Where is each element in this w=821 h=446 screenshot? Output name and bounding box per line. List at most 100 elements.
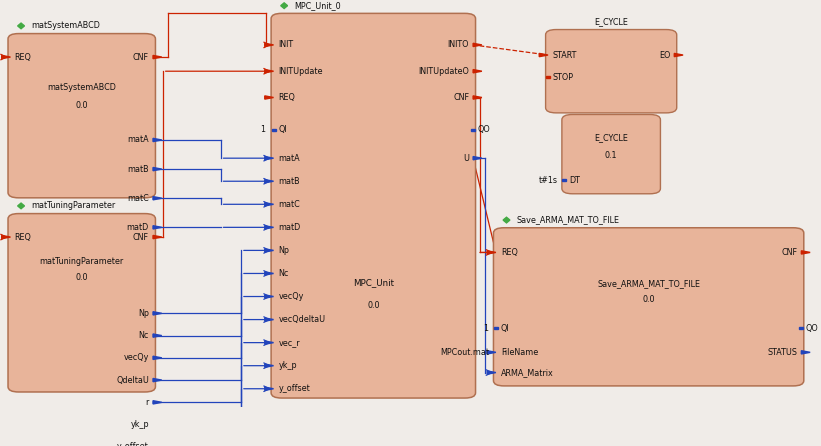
Polygon shape [264,202,273,206]
Bar [272,129,276,131]
Text: matSystemABCD: matSystemABCD [31,21,99,30]
Text: 1: 1 [260,125,265,134]
Polygon shape [264,226,273,229]
Text: QO: QO [805,323,819,333]
Text: 0.0: 0.0 [76,101,88,110]
Text: MPCout.mat: MPCout.mat [440,348,489,357]
FancyBboxPatch shape [562,115,660,194]
Text: yk_p: yk_p [131,420,149,429]
Polygon shape [153,138,162,142]
Bar [546,76,550,78]
Polygon shape [801,351,810,354]
Polygon shape [487,371,496,374]
Text: matD: matD [278,223,300,232]
Text: yk_p: yk_p [278,361,297,370]
Text: matSystemABCD: matSystemABCD [48,83,117,92]
Polygon shape [153,401,162,404]
Text: matA: matA [127,136,149,145]
Text: 0.0: 0.0 [367,301,379,310]
Text: Np: Np [138,309,149,318]
Text: matA: matA [278,154,300,163]
Text: INITUpdateO: INITUpdateO [418,67,469,76]
Text: MPC_Unit_0: MPC_Unit_0 [294,1,341,10]
Bar [562,179,566,182]
Text: INITUpdate: INITUpdate [278,67,323,76]
Text: MPC_Unit: MPC_Unit [353,278,394,287]
Polygon shape [153,55,162,59]
Polygon shape [17,203,25,209]
Text: 0.0: 0.0 [642,295,655,304]
Polygon shape [281,3,287,8]
Text: 0.1: 0.1 [605,151,617,160]
Polygon shape [2,235,11,239]
Text: t#1s: t#1s [539,176,557,185]
FancyBboxPatch shape [8,33,155,198]
Text: REQ: REQ [501,248,518,257]
Text: CNF: CNF [133,53,149,62]
Text: QI: QI [501,323,509,333]
Text: INIT: INIT [278,41,294,50]
Polygon shape [264,387,273,390]
Polygon shape [801,251,810,254]
Polygon shape [473,157,482,160]
Polygon shape [264,318,273,321]
Polygon shape [264,157,273,160]
Polygon shape [153,379,162,382]
Polygon shape [473,70,482,73]
Text: E_CYCLE: E_CYCLE [594,17,628,26]
Polygon shape [674,54,683,57]
Polygon shape [153,445,162,446]
Text: vec_r: vec_r [278,338,300,347]
Bar [494,327,498,329]
Text: E_CYCLE: E_CYCLE [594,133,628,142]
Text: matB: matB [127,165,149,173]
Polygon shape [2,55,11,59]
Text: REQ: REQ [278,93,296,102]
Polygon shape [487,251,496,254]
Polygon shape [153,334,162,337]
Polygon shape [17,23,25,29]
Polygon shape [153,167,162,171]
Polygon shape [264,341,273,344]
Text: vecQy: vecQy [278,292,304,301]
Polygon shape [264,272,273,275]
FancyBboxPatch shape [271,13,475,398]
Text: Nc: Nc [139,331,149,340]
FancyBboxPatch shape [8,214,155,392]
Text: y_offset: y_offset [117,442,149,446]
Polygon shape [153,226,162,229]
Bar [800,327,804,329]
Text: matC: matC [127,194,149,203]
Polygon shape [487,351,496,354]
Polygon shape [503,217,510,223]
FancyBboxPatch shape [493,228,804,386]
Text: INITO: INITO [447,41,469,50]
Text: START: START [553,50,577,59]
FancyBboxPatch shape [546,29,677,113]
Polygon shape [153,312,162,315]
Polygon shape [153,356,162,359]
Polygon shape [153,423,162,426]
Polygon shape [473,96,482,99]
Text: 0.0: 0.0 [76,273,88,282]
Text: Nc: Nc [278,269,289,278]
Text: vecQdeltaU: vecQdeltaU [278,315,326,324]
Text: FileName: FileName [501,348,538,357]
Text: DT: DT [569,176,580,185]
Text: QO: QO [477,125,490,134]
Polygon shape [264,295,273,298]
Text: U: U [463,154,469,163]
Polygon shape [264,249,273,252]
Text: CNF: CNF [782,248,797,257]
Text: Save_ARMA_MAT_TO_FILE: Save_ARMA_MAT_TO_FILE [516,215,619,225]
Text: matD: matD [126,223,149,232]
Text: vecQy: vecQy [123,353,149,362]
Text: matB: matB [278,177,300,186]
Polygon shape [473,43,482,46]
Text: STATUS: STATUS [768,348,797,357]
Text: r: r [145,398,149,407]
Text: matTuningParameter: matTuningParameter [31,202,115,211]
Text: y_offset: y_offset [278,384,310,393]
Text: EO: EO [658,50,670,59]
Bar [471,129,475,131]
